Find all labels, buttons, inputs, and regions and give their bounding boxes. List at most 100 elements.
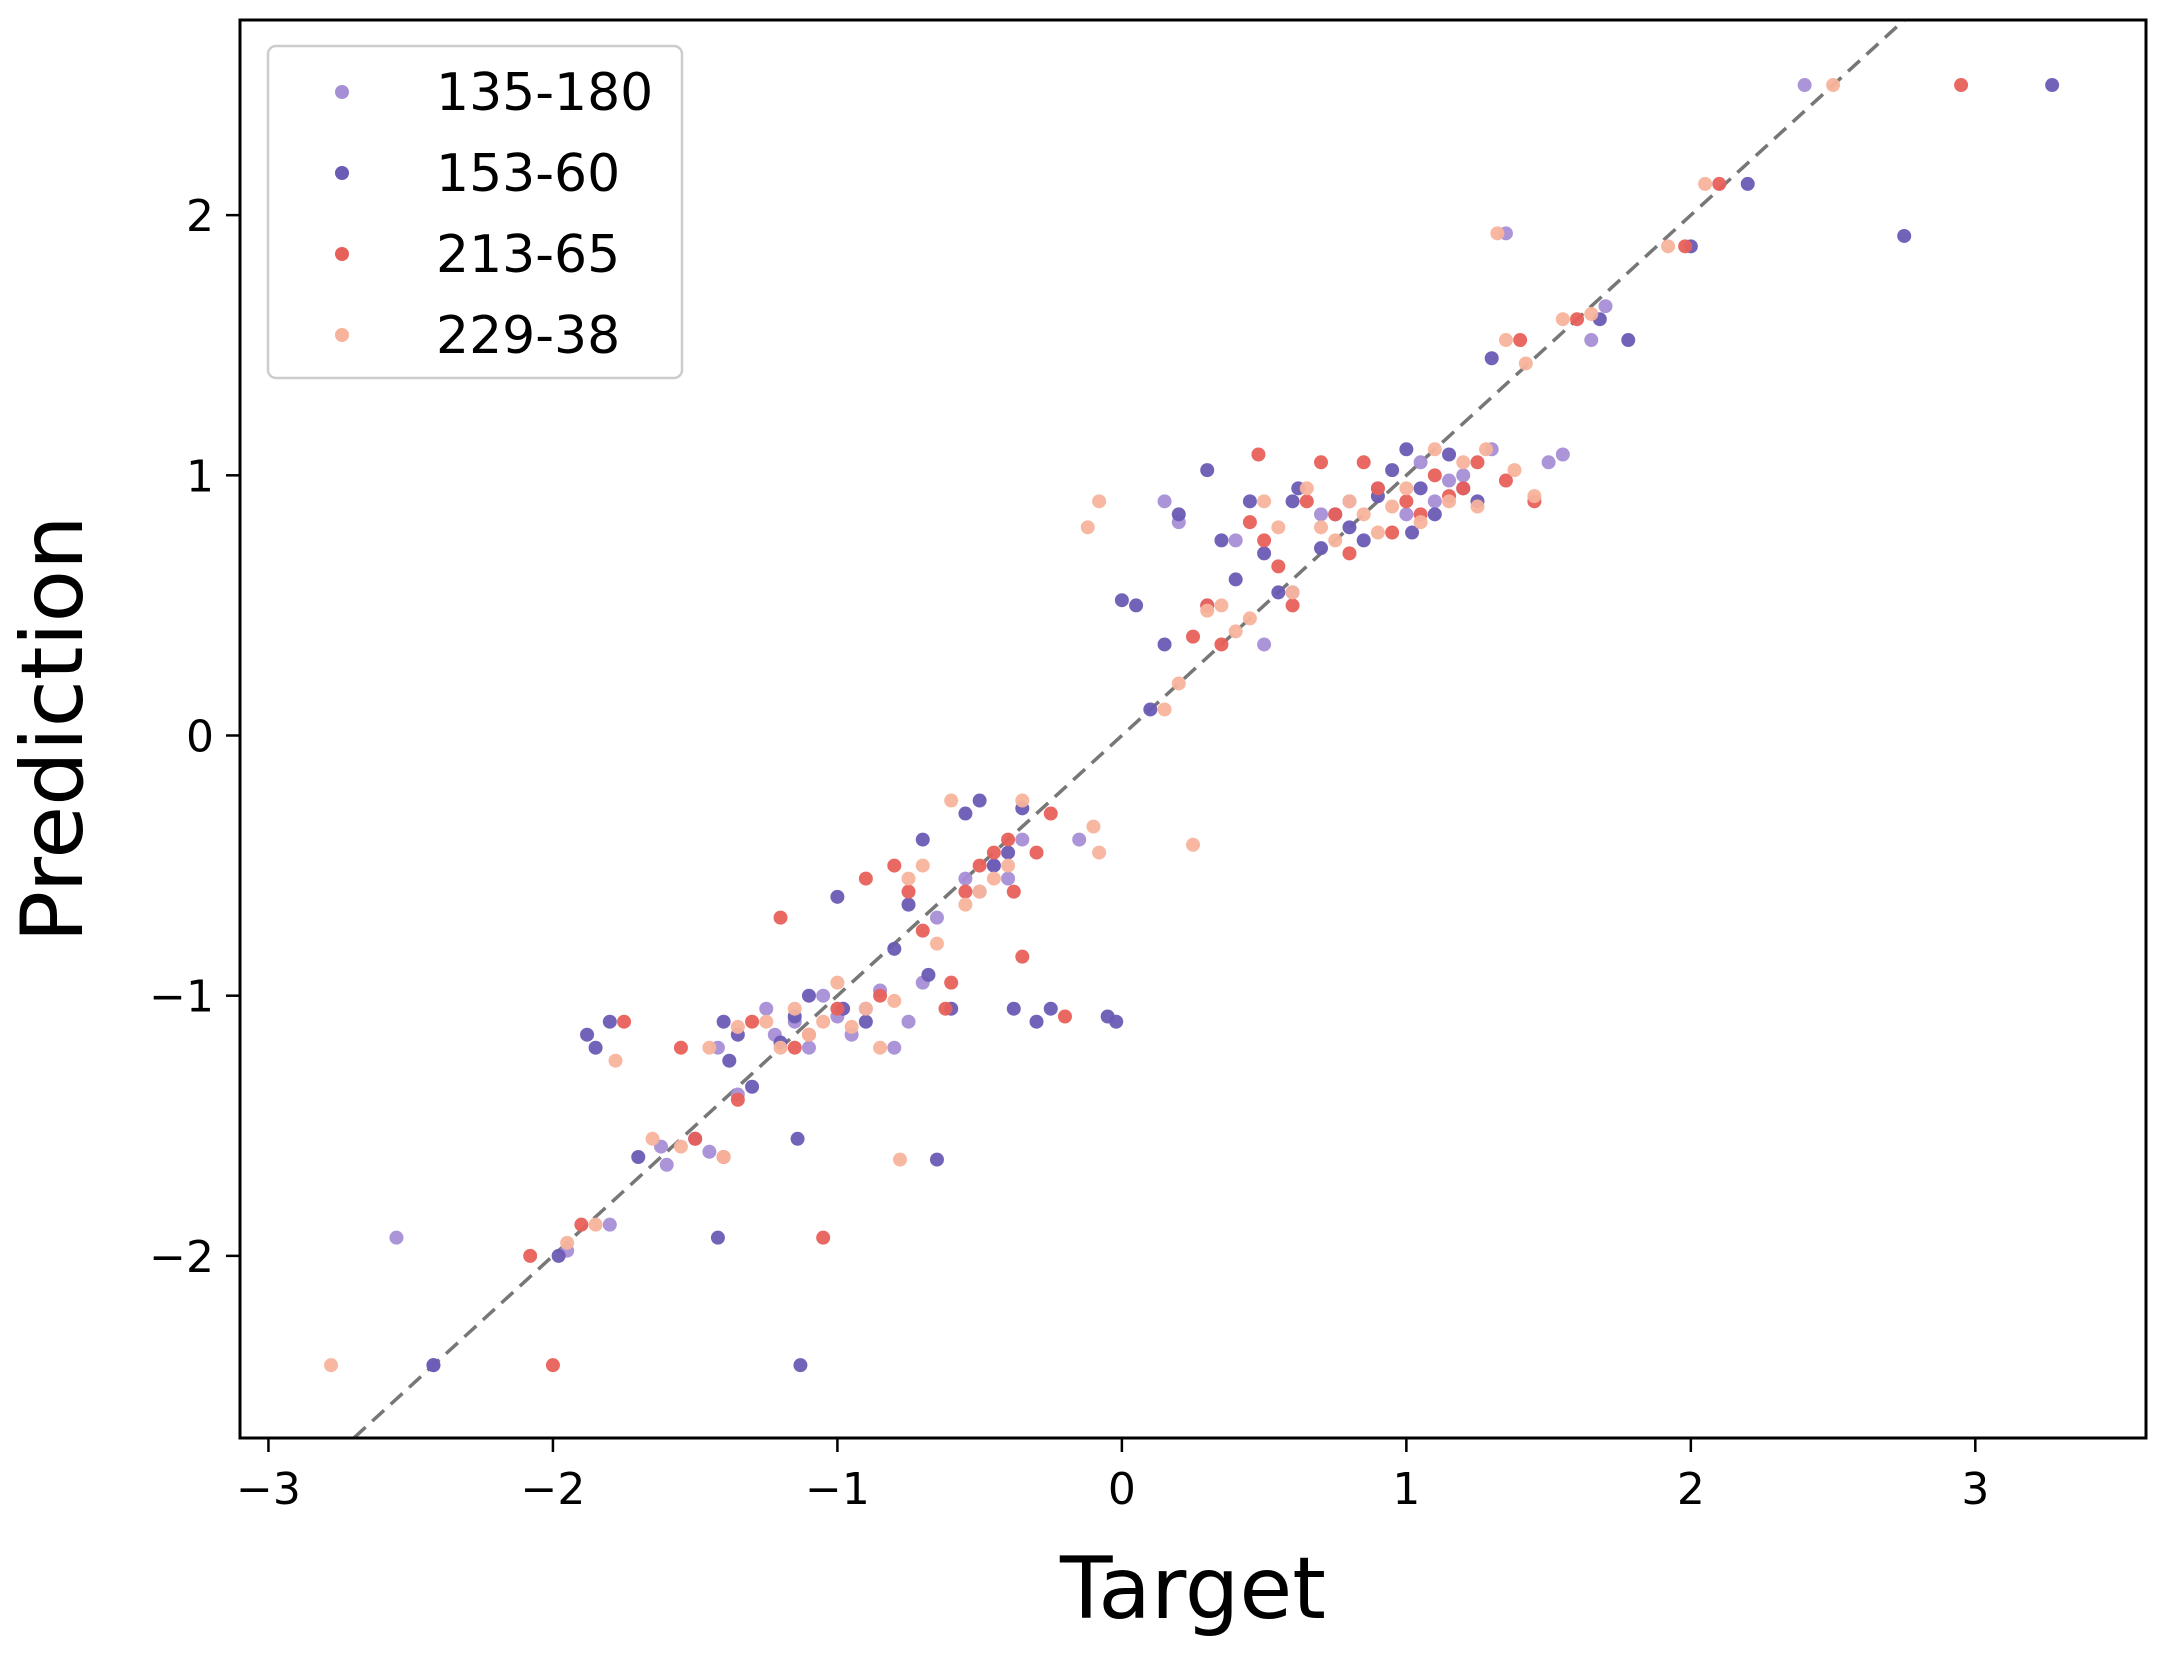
data-point: [1257, 546, 1272, 561]
data-point: [1399, 507, 1414, 522]
legend-entry: 153-60: [335, 144, 620, 204]
reference-line: [352, 20, 1906, 1438]
data-point: [1080, 520, 1095, 535]
data-point: [1427, 494, 1442, 509]
data-point: [1257, 533, 1272, 548]
data-point: [1015, 793, 1030, 808]
data-point: [1186, 837, 1200, 852]
data-point: [1555, 312, 1570, 327]
data-point: [1171, 676, 1186, 691]
data-point: [1029, 1014, 1044, 1029]
x-tick-label: 3: [1961, 1464, 1989, 1515]
data-point: [1157, 637, 1172, 652]
data-point: [1541, 455, 1556, 470]
data-point: [1470, 499, 1485, 514]
data-point: [588, 1040, 603, 1055]
data-point: [773, 910, 788, 925]
data-point: [1570, 312, 1585, 327]
series-153-60: [426, 78, 2060, 1373]
data-point: [1314, 507, 1329, 522]
data-point: [1518, 356, 1533, 371]
data-point: [915, 832, 930, 847]
data-point: [901, 884, 916, 899]
data-point: [1015, 949, 1030, 964]
data-point: [1456, 468, 1471, 483]
data-point: [1200, 463, 1215, 478]
data-point: [1228, 572, 1243, 587]
data-point: [1271, 559, 1286, 574]
data-point: [560, 1235, 575, 1250]
data-point: [1399, 494, 1414, 509]
x-axis-label: Target: [1059, 1539, 1326, 1639]
data-point: [1214, 533, 1229, 548]
data-point: [716, 1150, 731, 1165]
data-point: [1314, 520, 1329, 535]
data-point: [1954, 78, 1969, 93]
data-point: [958, 884, 973, 899]
series-229-38: [324, 78, 1841, 1373]
data-point: [673, 1139, 688, 1154]
data-point: [816, 1230, 831, 1245]
data-point: [1405, 525, 1420, 540]
data-point: [1242, 494, 1257, 509]
data-point: [1129, 598, 1144, 613]
data-point: [816, 988, 831, 1003]
data-point: [1285, 598, 1300, 613]
data-point: [929, 936, 944, 951]
data-point: [1427, 507, 1442, 522]
data-point: [873, 1040, 888, 1055]
data-point: [1513, 333, 1528, 348]
data-point: [1356, 533, 1371, 548]
data-point: [1385, 499, 1400, 514]
data-point: [1092, 845, 1107, 860]
data-point: [972, 858, 987, 873]
data-point: [986, 871, 1001, 886]
data-point: [830, 1001, 845, 1016]
data-point: [915, 858, 930, 873]
x-tick-label: 1: [1392, 1464, 1420, 1515]
y-tick-label: 0: [186, 712, 214, 763]
data-point: [887, 858, 902, 873]
data-point: [389, 1230, 404, 1245]
x-tick-label: 2: [1677, 1464, 1705, 1515]
data-point: [958, 806, 973, 821]
data-point: [858, 1001, 873, 1016]
data-point: [2045, 78, 2060, 93]
data-point: [1242, 611, 1257, 626]
data-point: [759, 1014, 774, 1029]
data-point: [716, 1014, 731, 1029]
plot-frame: [238, 18, 2148, 1440]
data-point: [1527, 489, 1542, 504]
data-point: [1001, 845, 1016, 860]
data-point: [858, 871, 873, 886]
data-point: [816, 1014, 831, 1029]
data-point: [958, 897, 973, 912]
data-point: [844, 1019, 859, 1034]
data-point: [1356, 507, 1371, 522]
data-point: [702, 1144, 717, 1159]
data-point: [645, 1131, 660, 1146]
data-point: [1385, 525, 1400, 540]
data-point: [1712, 176, 1727, 191]
data-point: [1006, 884, 1021, 899]
data-point: [1001, 871, 1016, 886]
legend-marker: [335, 85, 349, 99]
data-point: [1299, 494, 1314, 509]
x-axis: −3 −2 −1 0 1 2 3: [236, 1438, 1989, 1515]
data-point: [1257, 494, 1272, 509]
data-point: [1214, 637, 1229, 652]
data-point: [1621, 333, 1636, 348]
data-point: [730, 1019, 745, 1034]
data-point: [790, 1131, 805, 1146]
data-point: [929, 1152, 944, 1167]
data-point: [523, 1248, 538, 1263]
data-point: [1427, 468, 1442, 483]
data-point: [1826, 78, 1841, 93]
data-point: [1228, 533, 1243, 548]
data-point: [602, 1217, 617, 1232]
data-point: [1442, 494, 1457, 509]
data-point: [901, 1014, 916, 1029]
data-point: [1678, 239, 1693, 254]
data-point: [1584, 307, 1599, 322]
data-point: [1006, 1001, 1021, 1016]
